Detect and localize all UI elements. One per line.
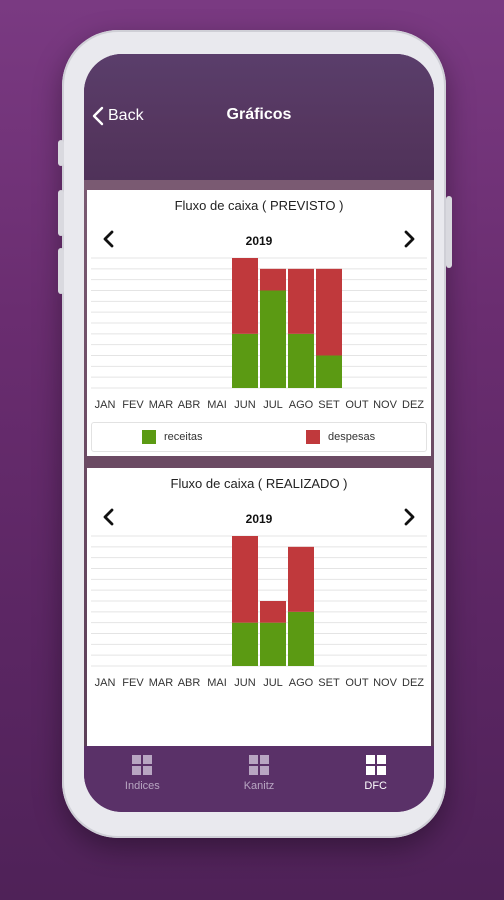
month-label: JUL — [263, 677, 283, 689]
back-label: Back — [108, 107, 144, 124]
previous-year-arrow[interactable] — [99, 506, 119, 528]
previous-year-arrow[interactable] — [99, 228, 119, 250]
month-label: AGO — [289, 677, 314, 689]
month-label: ABR — [178, 399, 201, 411]
month-label: SET — [318, 399, 340, 411]
bar-despesas — [232, 258, 258, 334]
month-label: NOV — [373, 677, 398, 689]
month-label: MAR — [149, 677, 174, 689]
bar-despesas — [260, 601, 286, 623]
bar-despesas — [288, 546, 314, 612]
month-label: OUT — [345, 677, 369, 689]
page-title: Gráficos — [226, 106, 292, 123]
tab-bar: Indices Kanitz DFC — [84, 746, 434, 812]
tab-dfc[interactable]: DFC — [317, 746, 434, 812]
bar-receitas — [260, 622, 286, 666]
legend-item-receitas: receitas — [142, 430, 203, 444]
legend-item-despesas: despesas — [306, 430, 375, 444]
month-label: OUT — [345, 399, 369, 411]
chart-year: 2019 — [245, 234, 273, 248]
month-label: JUL — [263, 399, 283, 411]
legend-label: despesas — [328, 431, 376, 443]
chart-legend: receitas despesas — [91, 422, 427, 452]
legend-swatch-despesas — [306, 430, 320, 444]
stacked-bar-chart: JAN FEV MAR ABR MAI JUN JUL AGO SET OUT NOV DEZ — [91, 257, 427, 411]
tab-label: DFC — [364, 780, 387, 792]
month-label: AGO — [289, 399, 314, 411]
silent-switch — [58, 140, 64, 166]
chart-card-previsto: Fluxo de caixa ( PREVISTO ) 2019 JAN FEV M… — [87, 190, 431, 456]
month-label: MAR — [149, 399, 174, 411]
volume-down-button — [58, 248, 64, 294]
next-year-arrow[interactable] — [399, 228, 419, 250]
month-label: JAN — [95, 399, 116, 411]
bar-receitas — [260, 290, 286, 388]
grid-icon — [249, 755, 269, 775]
chart-year: 2019 — [245, 512, 273, 526]
bar-despesas — [288, 268, 314, 334]
app-screen: Back Gráficos Fluxo de caixa ( PREVISTO … — [84, 54, 434, 812]
bar-despesas — [232, 536, 258, 623]
month-label: JUN — [234, 677, 255, 689]
bar-despesas — [316, 268, 342, 356]
chart-card-realizado: Fluxo de caixa ( REALIZADO ) 2019 JAN FEV… — [87, 468, 431, 746]
power-button — [446, 196, 452, 268]
volume-up-button — [58, 190, 64, 236]
chart-title: Fluxo de caixa ( PREVISTO ) — [174, 198, 344, 213]
month-label: NOV — [373, 399, 398, 411]
month-label: JAN — [95, 677, 116, 689]
bar-despesas — [260, 268, 286, 291]
month-label: DEZ — [402, 399, 424, 411]
nav-bar: Back Gráficos — [84, 54, 434, 180]
tab-indices[interactable]: Indices — [84, 746, 201, 812]
tab-kanitz[interactable]: Kanitz — [201, 746, 318, 812]
chevron-left-icon — [92, 106, 104, 126]
bar-receitas — [288, 611, 314, 666]
tab-label: Kanitz — [243, 780, 275, 792]
month-label: JUN — [234, 399, 255, 411]
back-button[interactable]: Back — [92, 102, 144, 130]
month-label: MAI — [207, 399, 227, 411]
bar-receitas — [232, 333, 258, 388]
legend-label: receitas — [164, 431, 203, 443]
month-label: ABR — [178, 677, 201, 689]
month-label: FEV — [122, 399, 144, 411]
stacked-bar-chart: JAN FEV MAR ABR MAI JUN JUL AGO SET OUT NOV DEZ — [91, 535, 427, 689]
month-label: MAI — [207, 677, 227, 689]
grid-icon — [132, 755, 153, 775]
bar-receitas — [316, 355, 342, 388]
chart-title: Fluxo de caixa ( REALIZADO ) — [170, 476, 348, 491]
content-area: Fluxo de caixa ( PREVISTO ) 2019 JAN FEV M… — [84, 180, 434, 746]
next-year-arrow[interactable] — [399, 506, 419, 528]
bar-receitas — [288, 333, 314, 388]
month-label: SET — [318, 677, 340, 689]
month-label: DEZ — [402, 677, 424, 689]
legend-swatch-receitas — [142, 430, 156, 444]
grid-icon — [365, 755, 386, 775]
tab-label: Indices — [124, 780, 160, 792]
bar-receitas — [232, 622, 258, 666]
month-label: FEV — [122, 677, 144, 689]
